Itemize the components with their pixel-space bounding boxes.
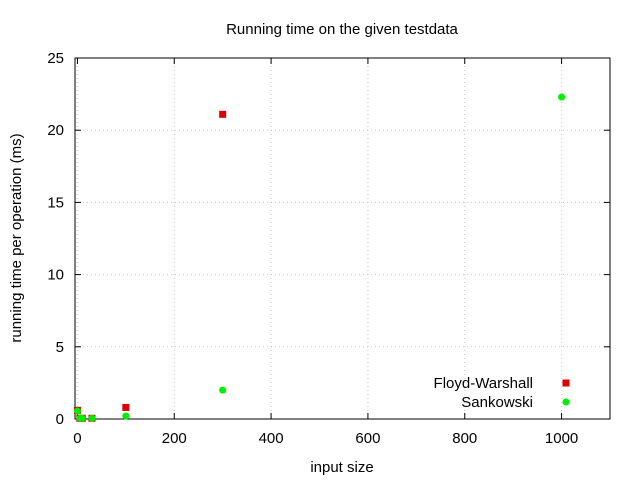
floyd-warshall-point	[122, 403, 130, 411]
x-axis-label: input size	[310, 459, 373, 476]
sankowski-point	[122, 412, 130, 420]
grid	[75, 57, 610, 420]
sankowski-point	[558, 93, 566, 101]
y-axis-label: running time per operation (ms)	[8, 133, 25, 342]
legend: Floyd-Warshall Sankowski	[434, 375, 570, 411]
legend-label-floyd-warshall: Floyd-Warshall	[434, 375, 533, 392]
axis-ticks: 0 200 400 600 800 1000 0 5 10 15 20 25	[47, 50, 610, 447]
y-tick-label: 10	[47, 267, 64, 284]
x-tick-label: 1000	[545, 430, 578, 447]
y-tick-label: 25	[47, 50, 64, 67]
x-tick-label: 600	[355, 430, 380, 447]
floyd-warshall-point	[219, 110, 227, 118]
sankowski-point	[219, 386, 227, 394]
legend-marker-floyd-warshall	[562, 379, 570, 387]
y-tick-label: 15	[47, 194, 64, 211]
legend-label-sankowski: Sankowski	[461, 394, 533, 411]
y-tick-label: 0	[56, 411, 64, 428]
data-points	[73, 93, 566, 422]
legend-marker-sankowski	[562, 398, 570, 406]
sankowski-point	[73, 407, 81, 415]
x-tick-label: 800	[452, 430, 477, 447]
sankowski-point	[88, 414, 96, 422]
plot-area-border	[74, 57, 611, 420]
x-tick-label: 200	[162, 430, 187, 447]
sankowski-point	[78, 414, 86, 422]
chart-title: Running time on the given testdata	[226, 21, 458, 38]
x-tick-label: 0	[73, 430, 81, 447]
x-tick-label: 400	[259, 430, 284, 447]
y-tick-label: 20	[47, 122, 64, 139]
y-tick-label: 5	[56, 339, 64, 356]
